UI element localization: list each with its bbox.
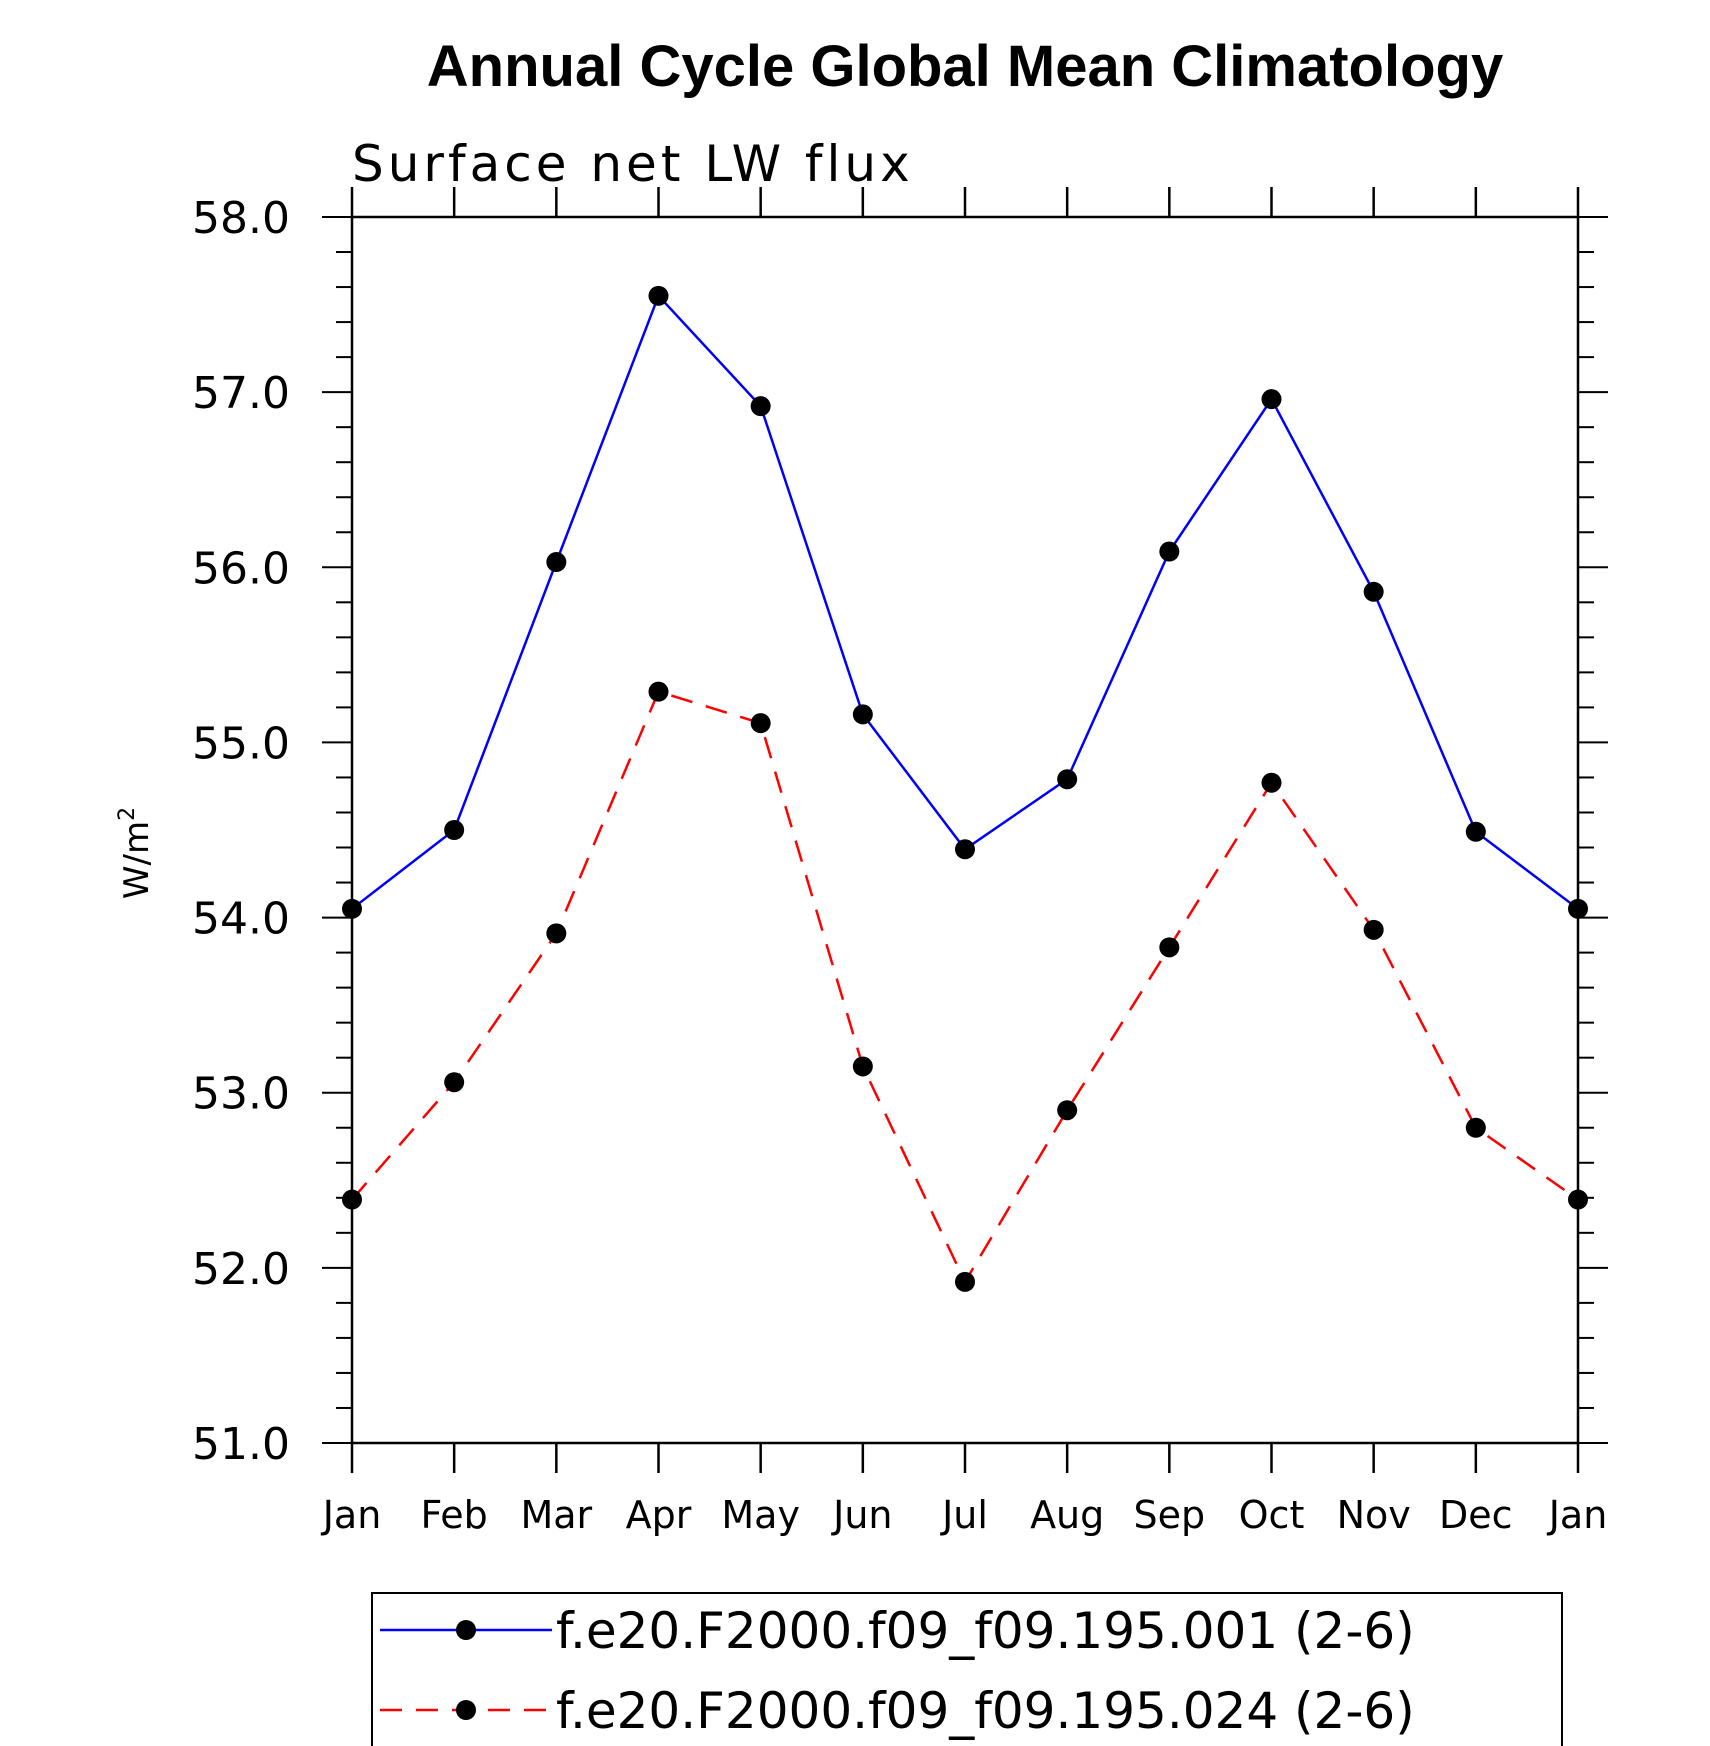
data-point — [648, 285, 669, 306]
data-point — [1363, 919, 1384, 940]
data-point — [1159, 541, 1180, 562]
series-line — [351, 690, 1579, 1285]
x-tick-label: Aug — [1030, 1493, 1104, 1537]
y-tick-label: 53.0 — [192, 1069, 290, 1120]
data-point — [1261, 772, 1282, 793]
data-point — [444, 820, 465, 840]
y-tick-label: 55.0 — [192, 718, 290, 769]
x-tick-label: Dec — [1439, 1493, 1513, 1537]
y-tick-label: 51.0 — [192, 1419, 290, 1470]
data-point — [955, 839, 975, 860]
x-tick-label: Oct — [1239, 1493, 1305, 1537]
data-point — [342, 1189, 362, 1210]
data-point — [1261, 389, 1282, 410]
x-tick-label: Sep — [1134, 1493, 1206, 1537]
data-point — [1057, 769, 1078, 790]
series-layer — [342, 285, 1588, 1292]
y-tick-label: 56.0 — [192, 543, 290, 594]
data-point — [648, 681, 669, 702]
data-point — [1465, 1117, 1486, 1138]
series-2 — [342, 681, 1588, 1292]
x-tick-label: May — [721, 1493, 800, 1537]
y-tick-label: 58.0 — [192, 193, 290, 244]
series-line — [351, 293, 1579, 910]
y-axis: 51.0 52.0 53.0 54.0 55.0 56.0 57.0 58.0 — [192, 193, 1608, 1470]
data-point — [546, 923, 567, 944]
plot-frame — [350, 215, 1580, 1445]
data-point — [546, 552, 567, 573]
data-point — [1568, 1189, 1588, 1210]
legend-item: f.e20.F2000.f09_f09.195.001 (2-6) — [380, 1602, 1415, 1660]
data-point — [444, 1072, 465, 1093]
x-tick-label: Nov — [1337, 1493, 1411, 1537]
x-tick-label: Apr — [626, 1493, 692, 1537]
data-point — [1465, 821, 1486, 842]
series-1 — [342, 285, 1588, 919]
y-tick-label: 52.0 — [192, 1244, 290, 1295]
data-point — [1057, 1100, 1078, 1121]
data-point — [955, 1271, 975, 1292]
legend-label: f.e20.F2000.f09_f09.195.001 (2-6) — [556, 1602, 1415, 1660]
data-point — [750, 396, 771, 417]
data-point — [1568, 898, 1588, 919]
legend-label: f.e20.F2000.f09_f09.195.024 (2-6) — [556, 1682, 1415, 1740]
data-point — [1159, 937, 1180, 958]
legend: f.e20.F2000.f09_f09.195.001 (2-6) f.e20.F… — [371, 1592, 1563, 1746]
legend-marker — [456, 1620, 476, 1640]
data-point — [852, 704, 873, 725]
legend-item: f.e20.F2000.f09_f09.195.024 (2-6) — [380, 1682, 1415, 1740]
y-axis-label: W/m2 — [115, 807, 157, 899]
x-tick-label: Jun — [831, 1493, 892, 1537]
x-tick-label: Mar — [520, 1493, 592, 1537]
legend-marker — [456, 1700, 476, 1720]
plot-border — [350, 215, 1580, 1445]
y-axis-label-superscript: 2 — [115, 807, 140, 821]
data-point — [750, 713, 771, 734]
y-tick-label: 54.0 — [192, 894, 290, 945]
legend-box — [371, 1592, 1563, 1746]
x-tick-label: Jul — [940, 1493, 988, 1537]
x-tick-label: Jan — [321, 1493, 382, 1537]
x-tick-label: Feb — [421, 1493, 488, 1537]
y-tick-label: 57.0 — [192, 368, 290, 419]
data-point — [1363, 581, 1384, 602]
chart-title: Annual Cycle Global Mean Climatology — [427, 34, 1503, 99]
data-point — [852, 1056, 873, 1077]
chart-subtitle: Surface net LW flux — [352, 135, 914, 193]
x-tick-label: Jan — [1547, 1493, 1608, 1537]
x-axis: Jan Feb Mar Apr May Jun Jul Aug Sep Oct Nov Dec Jan — [321, 187, 1608, 1537]
data-point — [342, 898, 362, 919]
